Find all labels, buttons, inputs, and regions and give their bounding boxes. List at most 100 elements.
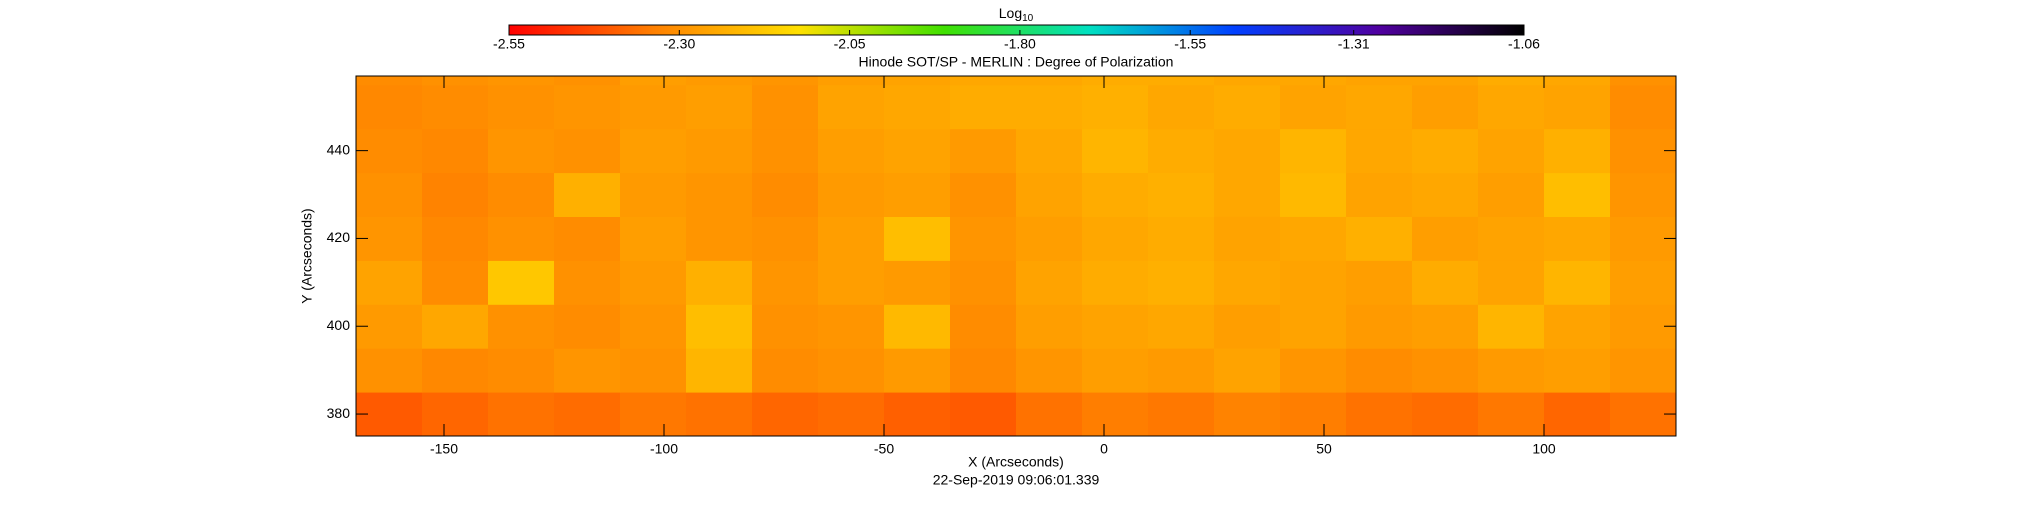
heatmap-cell <box>356 260 423 305</box>
heatmap-cell <box>1082 128 1149 174</box>
heatmap-cell <box>1082 216 1149 261</box>
heatmap-cell <box>884 172 951 217</box>
heatmap-cell <box>1016 348 1083 393</box>
heatmap-cell <box>1214 392 1281 436</box>
colorbar-tick-label: -2.30 <box>663 36 695 52</box>
heatmap-cell <box>1280 260 1347 305</box>
heatmap-cell <box>1610 260 1676 305</box>
heatmap-cell <box>752 128 819 174</box>
heatmap-cell <box>950 172 1017 217</box>
heatmap-cell <box>1544 216 1611 261</box>
heatmap-cell <box>1214 304 1281 349</box>
heatmap-cell <box>884 216 951 261</box>
heatmap-cell <box>1148 348 1215 393</box>
heatmap-cell <box>488 348 555 393</box>
heatmap-cell <box>1412 76 1479 86</box>
heatmap-cell <box>554 84 621 130</box>
heatmap-cell <box>1016 260 1083 305</box>
heatmap-cell <box>686 348 753 393</box>
heatmap-cell <box>1412 304 1479 349</box>
x-axis-label: X (Arcseconds) <box>968 454 1064 470</box>
x-tick-label: -100 <box>650 441 678 457</box>
heatmap-cell <box>620 84 687 130</box>
heatmap-cell <box>1346 172 1413 217</box>
y-tick-label: 440 <box>327 141 351 157</box>
heatmap-cell <box>884 84 951 130</box>
heatmap-cell <box>356 348 423 393</box>
heatmap-cell <box>620 128 687 174</box>
heatmap-cell <box>1148 172 1215 217</box>
heatmap-cell <box>1412 172 1479 217</box>
heatmap-cell <box>1412 348 1479 393</box>
heatmap-cell <box>1478 216 1545 261</box>
heatmap-cell <box>422 304 489 349</box>
heatmap-cell <box>554 128 621 174</box>
colorbar-tick-label: -2.55 <box>493 36 525 52</box>
heatmap-cell <box>422 84 489 130</box>
y-tick-label: 420 <box>327 229 351 245</box>
heatmap-cell <box>752 348 819 393</box>
heatmap-cell <box>884 128 951 174</box>
heatmap-cell <box>1544 128 1611 174</box>
heatmap-cell <box>1082 172 1149 217</box>
heatmap-cell <box>1214 348 1281 393</box>
heatmap-cell <box>356 84 423 130</box>
heatmap-cell <box>1214 76 1281 86</box>
heatmap-cell <box>1478 128 1545 174</box>
heatmap-cell <box>1478 392 1545 436</box>
heatmap-cell <box>1478 348 1545 393</box>
plot-frame <box>355 75 1677 437</box>
heatmap-cell <box>1610 84 1676 130</box>
heatmap-cell <box>1082 84 1149 130</box>
heatmap-cell <box>752 172 819 217</box>
heatmap-cell <box>620 260 687 305</box>
heatmap-cell <box>422 172 489 217</box>
heatmap-cell <box>422 260 489 305</box>
heatmap-cell <box>1544 304 1611 349</box>
heatmap-cell <box>1214 216 1281 261</box>
heatmap-cell <box>1214 84 1281 130</box>
heatmap-cell <box>950 392 1017 436</box>
colorbar-label-base: Log <box>999 5 1022 21</box>
heatmap-cell <box>752 304 819 349</box>
heatmap-cell <box>884 76 951 86</box>
heatmap-cell <box>488 172 555 217</box>
heatmap-cell <box>1214 128 1281 174</box>
heatmap-cell <box>1016 172 1083 217</box>
heatmap-cell <box>1346 304 1413 349</box>
heatmap-cell <box>1280 76 1347 86</box>
heatmap-cell <box>620 172 687 217</box>
heatmap-cell <box>950 128 1017 174</box>
heatmap-cell <box>1148 76 1215 86</box>
heatmap-cell <box>1148 128 1215 174</box>
heatmap-cell <box>884 260 951 305</box>
colorbar-tick-label: -2.05 <box>834 36 866 52</box>
heatmap-cell <box>1412 128 1479 174</box>
heatmap-cell <box>1148 260 1215 305</box>
footer: 22-Sep-2019 09:06:01.339 <box>933 472 1100 488</box>
heatmap-cell <box>1610 172 1676 217</box>
heatmap-cell <box>1412 392 1479 436</box>
y-tick-label: 380 <box>327 405 351 421</box>
heatmap-cell <box>1016 216 1083 261</box>
heatmap-cell <box>1280 172 1347 217</box>
heatmap-cell <box>1544 172 1611 217</box>
heatmap-cell <box>818 348 885 393</box>
heatmap-cell <box>488 260 555 305</box>
heatmap-cell <box>1346 128 1413 174</box>
heatmap-cell <box>554 392 621 436</box>
heatmap-cell <box>488 304 555 349</box>
heatmap-cell <box>1280 392 1347 436</box>
heatmap-cell <box>950 260 1017 305</box>
colorbar-tick-label: -1.06 <box>1508 36 1540 52</box>
heatmap-cell <box>1214 260 1281 305</box>
heatmap-cell <box>1346 76 1413 86</box>
heatmap-cell <box>1016 304 1083 349</box>
y-axis-label: Y (Arcseconds) <box>299 208 315 303</box>
heatmap-cell <box>554 216 621 261</box>
heatmap-cell <box>686 216 753 261</box>
heatmap-cell <box>356 76 423 86</box>
heatmap-cell <box>1610 348 1676 393</box>
colorbar-tick-label: -1.31 <box>1338 36 1370 52</box>
heatmap-cell <box>1412 216 1479 261</box>
